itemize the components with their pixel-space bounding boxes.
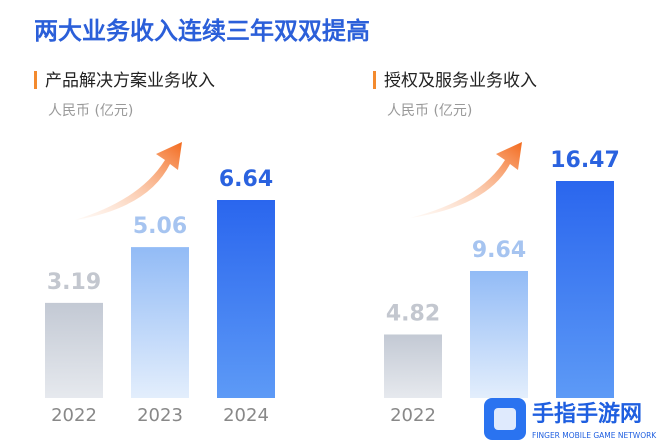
bar bbox=[131, 247, 189, 398]
title-accent bbox=[34, 71, 37, 89]
watermark-name: 手指手游网 bbox=[532, 401, 642, 427]
bar bbox=[217, 200, 275, 398]
category-label: 2023 bbox=[137, 405, 183, 426]
chart-title: 授权及服务业务收入 bbox=[384, 71, 537, 91]
category-label: 2024 bbox=[223, 405, 269, 426]
trend-arrow bbox=[75, 142, 182, 220]
watermark-icon-inner bbox=[494, 408, 516, 430]
title-accent bbox=[373, 71, 376, 89]
value-label: 6.64 bbox=[219, 167, 273, 192]
bar bbox=[384, 334, 442, 398]
watermark: 手指手游网 FINGER MOBILE GAME NETWORK bbox=[484, 398, 657, 440]
bar bbox=[556, 181, 614, 398]
value-label: 5.06 bbox=[133, 214, 187, 239]
value-label: 4.82 bbox=[386, 301, 440, 326]
value-label: 3.19 bbox=[47, 270, 101, 295]
bar bbox=[45, 302, 103, 398]
value-label: 16.47 bbox=[550, 148, 620, 173]
chart-subtitle: 人民币 (亿元) bbox=[387, 103, 472, 119]
chart-subtitle: 人民币 (亿元) bbox=[48, 103, 133, 119]
category-label: 2022 bbox=[51, 405, 97, 426]
page-title: 两大业务收入连续三年双双提高 bbox=[34, 17, 370, 45]
trend-arrow bbox=[410, 142, 522, 218]
watermark-tagline: FINGER MOBILE GAME NETWORK bbox=[532, 431, 657, 440]
value-label: 9.64 bbox=[472, 238, 526, 263]
bar bbox=[470, 270, 528, 398]
category-label: 2022 bbox=[390, 405, 436, 426]
chart-title: 产品解决方案业务收入 bbox=[45, 71, 215, 91]
